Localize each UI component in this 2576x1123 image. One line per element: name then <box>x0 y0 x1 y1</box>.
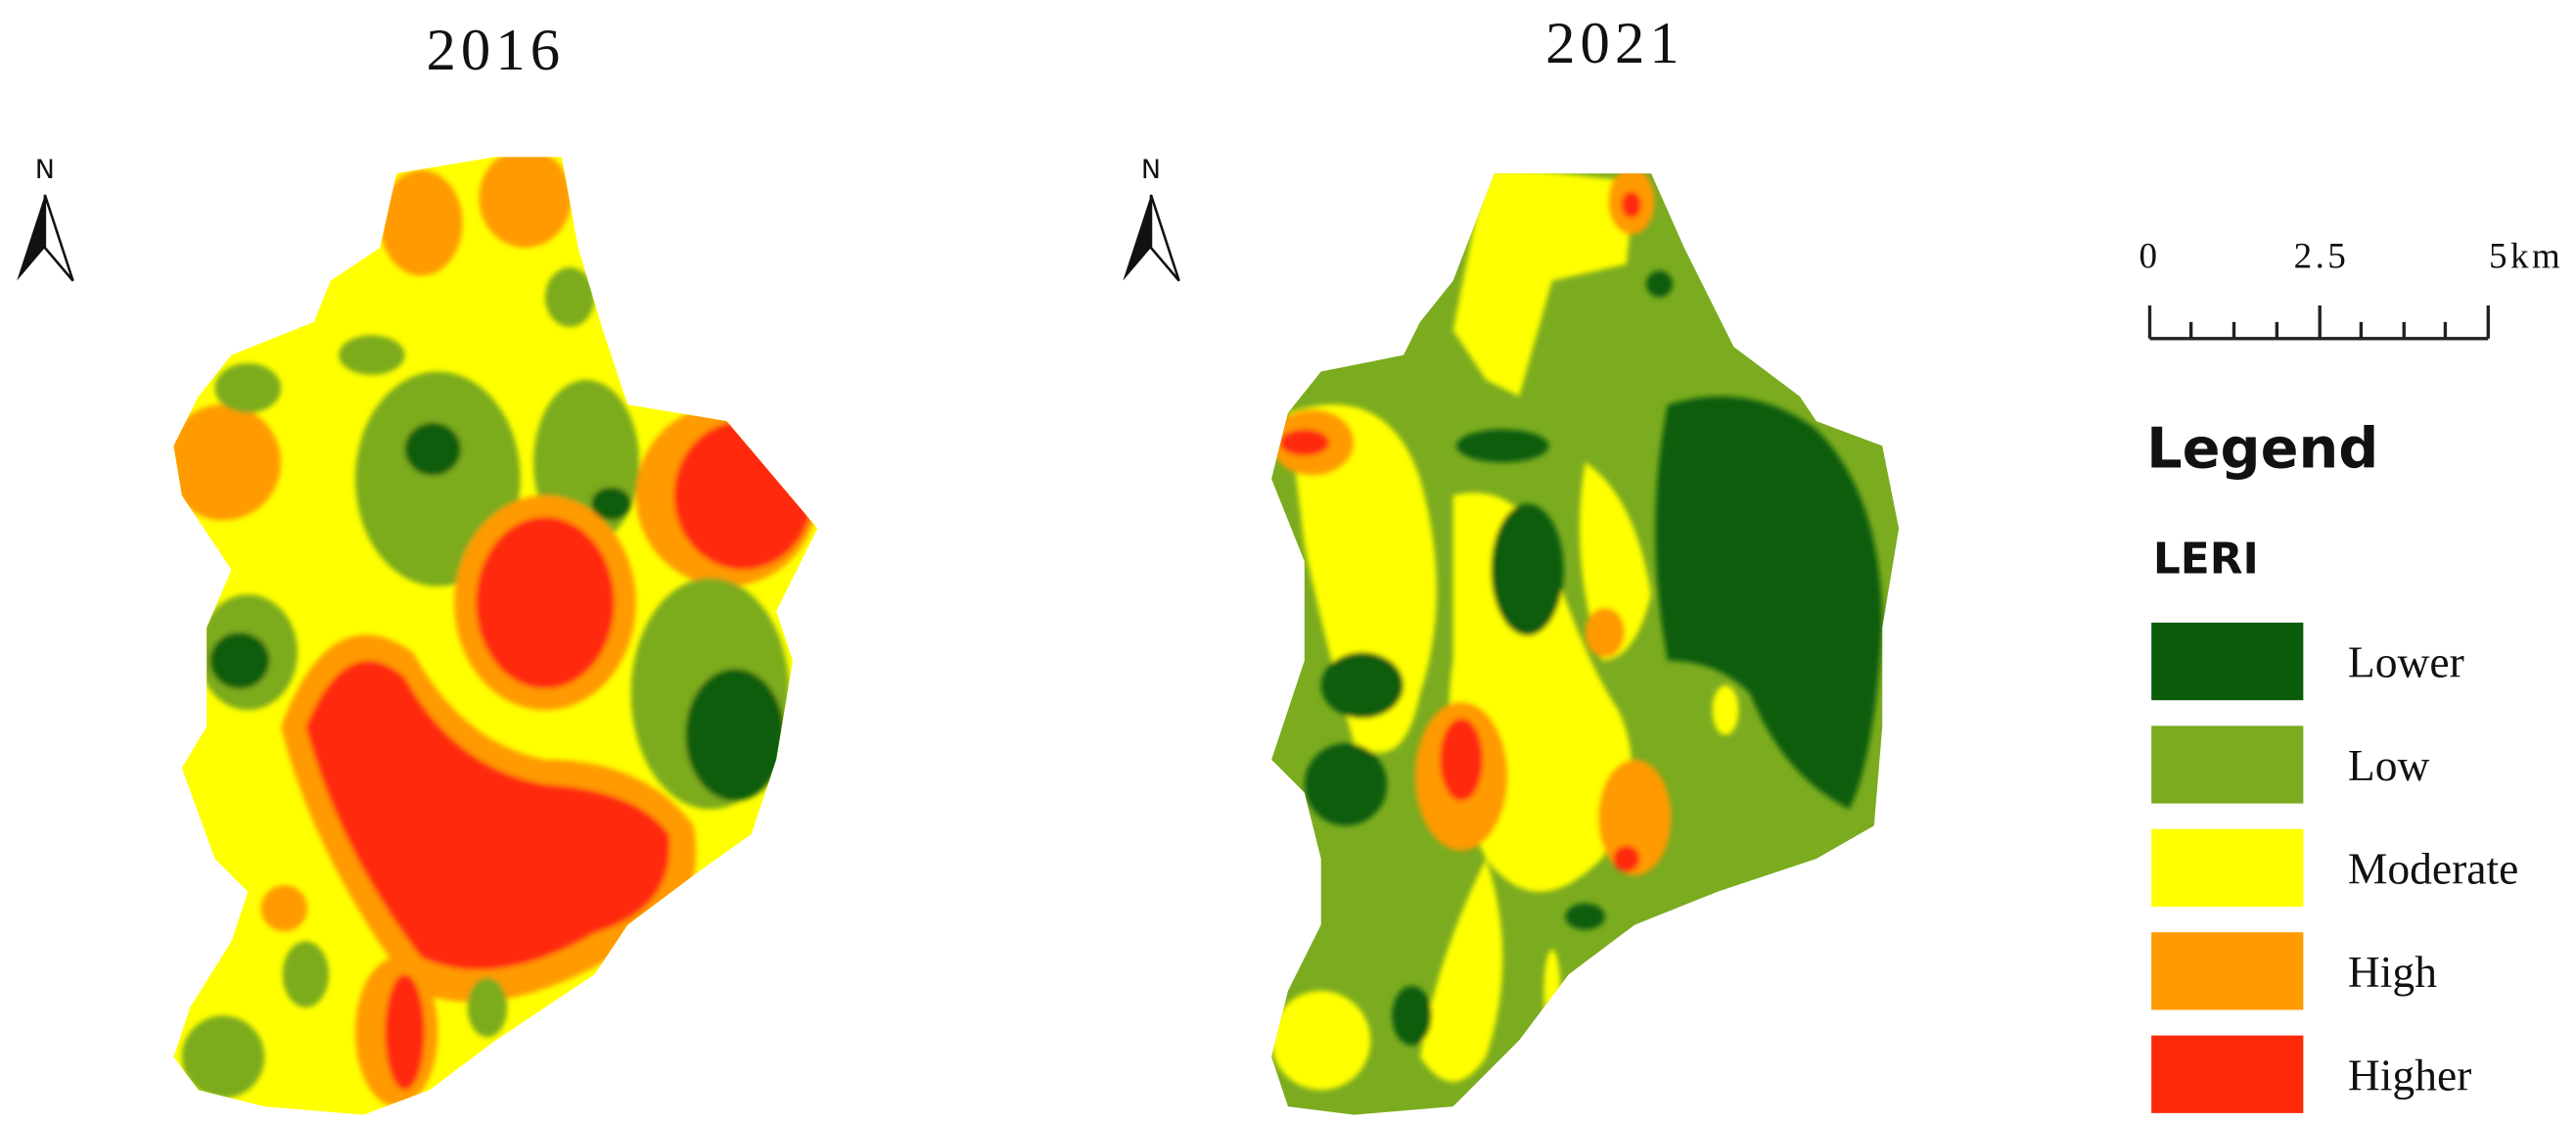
legend-label: High <box>2348 947 2437 997</box>
legend: Lower Low Moderate High Higher <box>2151 622 2518 1113</box>
legend-swatch <box>2151 828 2304 908</box>
north-label: N <box>1141 155 1161 185</box>
legend-swatch <box>2151 622 2304 701</box>
legend-subtitle: LERI <box>2153 534 2259 584</box>
legend-label: Low <box>2348 740 2430 790</box>
legend-swatch <box>2151 725 2304 804</box>
legend-label: Moderate <box>2348 843 2518 893</box>
legend-swatch <box>2151 932 2304 1010</box>
north-arrow: N <box>1123 155 1180 282</box>
legend-label: Higher <box>2348 1050 2471 1100</box>
legend-title: Legend <box>2146 415 2378 481</box>
map-title: 2016 <box>427 18 566 83</box>
scale-label: 2.5 <box>2294 236 2350 276</box>
legend-label: Lower <box>2348 637 2464 687</box>
legend-swatch <box>2151 1035 2304 1113</box>
scale-label: 5km <box>2489 236 2563 276</box>
scale-label: 0 <box>2139 236 2161 276</box>
scale-bar: 0 2.5 5km <box>2139 236 2563 341</box>
map-title: 2021 <box>1545 11 1684 76</box>
north-arrow: N <box>17 155 74 282</box>
map-2016 <box>173 157 818 1115</box>
north-label: N <box>35 155 55 185</box>
map-2021 <box>1271 173 1900 1115</box>
